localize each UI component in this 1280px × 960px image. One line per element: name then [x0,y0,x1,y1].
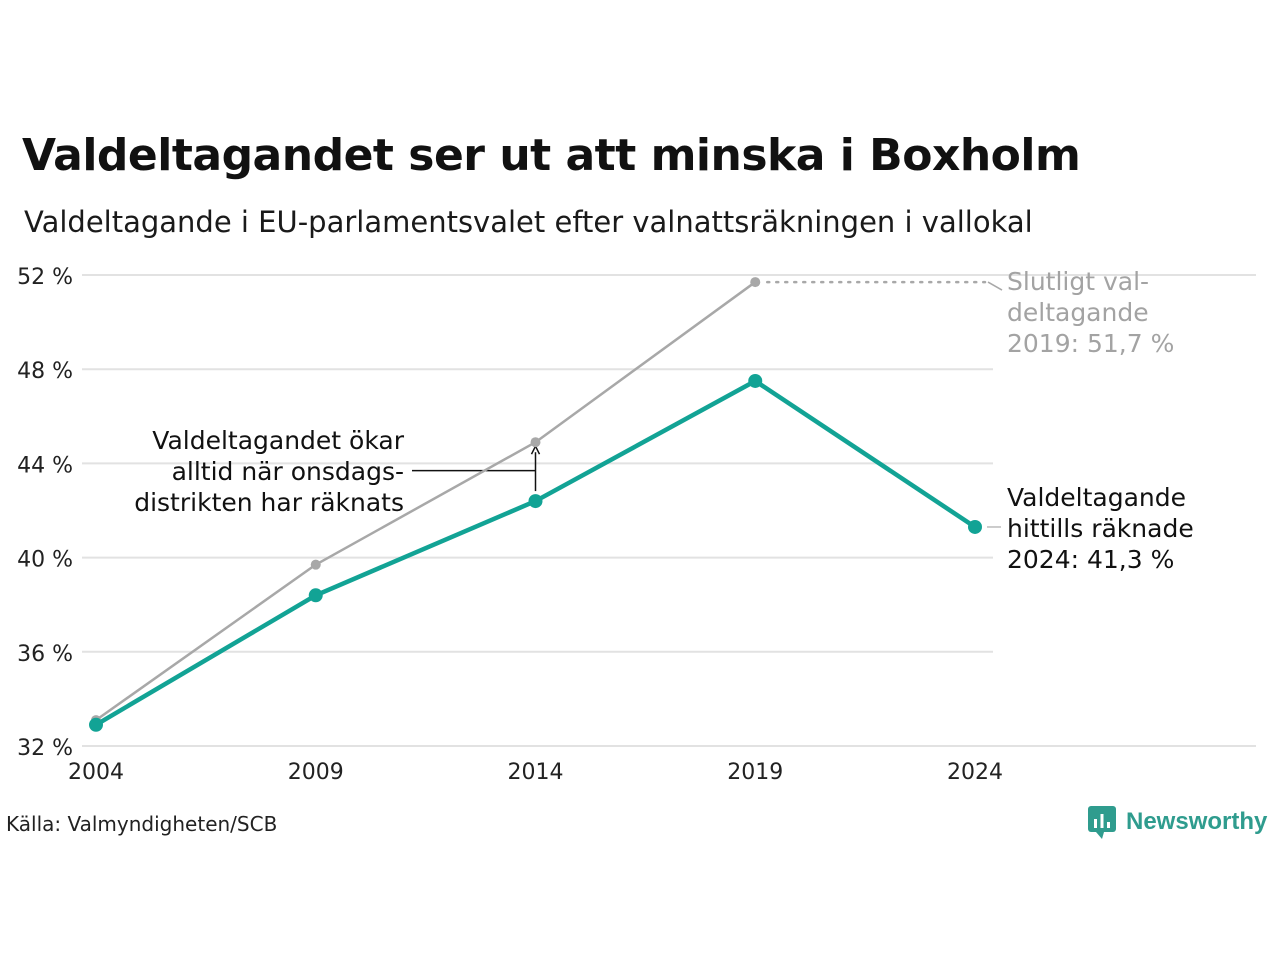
annotation-line: 2024: 41,3 % [1007,545,1175,574]
annotation-line: Valdeltagande [1007,483,1187,512]
data-point-final [310,559,321,570]
annotation-line: Slutligt val- [1007,267,1150,296]
annotation-current-turnout: Valdeltagande hittills räknade 2024: 41,… [1007,482,1194,575]
brand-name: Newsworthy [1126,808,1268,835]
annotation-wednesday-districts: Valdeltagandet ökar alltid när onsdags- … [60,425,404,518]
data-point-counted [968,519,982,534]
newsworthy-logo[interactable]: Newsworthy [1088,804,1267,840]
y-tick-label: 36 % [17,642,73,667]
data-point-counted [748,373,763,388]
series-points [89,277,982,732]
annotation-line: Valdeltagandet ökar [152,426,404,455]
x-tick-label: 2004 [68,760,124,785]
source-note: Källa: Valmyndigheten/SCB [6,812,278,836]
y-axis-ticks: 32 % 36 % 40 % 44 % 48 % 52 % [17,265,73,761]
annotation-final-turnout: Slutligt val- deltagande 2019: 51,7 % [1007,266,1174,359]
data-point-counted [89,717,103,732]
y-tick-label: 48 % [17,359,73,384]
annotation-line: deltagande [1007,298,1149,327]
data-point-counted [528,494,543,509]
data-point-final [750,277,761,288]
newsworthy-logo-icon [1088,806,1116,839]
x-tick-label: 2014 [508,760,564,785]
y-tick-label: 44 % [17,453,73,478]
chart-subtitle: Valdeltagande i EU-parlamentsvalet efter… [24,205,1033,239]
annotation-line: 2019: 51,7 % [1007,329,1175,358]
y-tick-label: 40 % [17,548,73,573]
annotation-line: alltid när onsdags- [171,457,404,486]
y-tick-label: 32 % [17,736,73,761]
x-axis-ticks: 2004 2009 2014 2019 2024 [68,760,1003,785]
series-line-final [95,281,756,722]
y-tick-label: 52 % [17,265,73,290]
annotation-line: distrikten har räknats [134,488,404,517]
x-tick-label: 2019 [727,760,783,785]
connector-tick [987,281,1003,291]
grid-lines [82,274,1256,747]
annotation-line: hittills räknade [1007,514,1194,543]
annotation-connectors [412,280,1003,528]
data-point-counted [308,588,323,603]
x-tick-label: 2024 [947,760,1003,785]
data-point-final [530,437,541,448]
x-tick-label: 2009 [288,760,344,785]
chart-title: Valdeltagandet ser ut att minska i Boxho… [22,130,1081,181]
